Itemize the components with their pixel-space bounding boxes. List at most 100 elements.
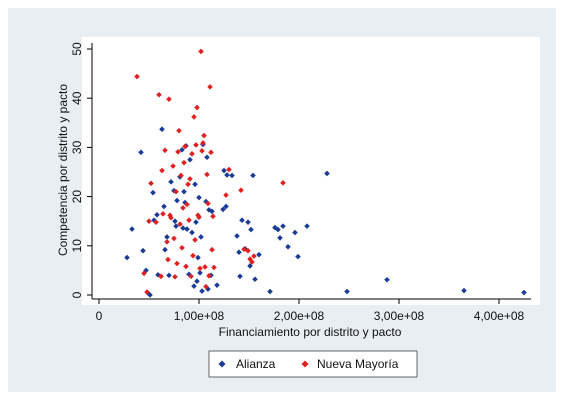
data-point-alianza bbox=[166, 272, 172, 279]
legend-label-alianza: Alianza bbox=[236, 357, 276, 371]
data-point-alianza bbox=[196, 194, 202, 201]
data-point-nueva-mayor-a bbox=[280, 180, 286, 186]
data-point-nueva-mayor-a bbox=[202, 264, 208, 270]
data-point-alianza bbox=[252, 276, 258, 283]
data-point-nueva-mayor-a bbox=[185, 181, 191, 188]
data-point-alianza bbox=[184, 226, 190, 232]
data-point-alianza bbox=[267, 288, 273, 295]
data-point-nueva-mayor-a bbox=[159, 167, 165, 174]
x-axis-ticks: 0 1,00e+08 2,00e+08 3,00e+08 4,00e+08 bbox=[96, 299, 525, 323]
data-point-alianza bbox=[195, 254, 201, 261]
data-point-alianza bbox=[197, 270, 203, 276]
data-point-nueva-mayor-a bbox=[189, 150, 195, 157]
data-point-alianza bbox=[187, 156, 193, 163]
data-point-alianza bbox=[239, 217, 245, 224]
data-point-alianza bbox=[143, 267, 149, 274]
x-tick-label: 0 bbox=[96, 309, 103, 323]
y-tick-label: 0 bbox=[70, 291, 84, 298]
data-point-alianza bbox=[384, 276, 390, 283]
data-point-alianza bbox=[236, 249, 242, 255]
legend: Alianza Nueva Mayoría bbox=[208, 350, 418, 378]
data-point-alianza bbox=[150, 189, 156, 196]
data-point-alianza bbox=[292, 229, 298, 236]
data-point-alianza bbox=[173, 223, 179, 229]
data-point-alianza bbox=[191, 283, 197, 289]
y-tick-label: 50 bbox=[70, 42, 84, 56]
data-point-alianza bbox=[172, 218, 178, 224]
data-point-nueva-mayor-a bbox=[203, 283, 209, 290]
data-point-alianza bbox=[275, 226, 281, 233]
y-axis-ticks: 0 10 20 30 40 50 bbox=[70, 42, 92, 298]
y-axis-title: Competencia por distrito y pacto bbox=[56, 84, 70, 256]
data-point-alianza bbox=[220, 206, 226, 213]
data-point-nueva-mayor-a bbox=[144, 289, 150, 295]
data-point-nueva-mayor-a bbox=[245, 247, 251, 254]
data-point-alianza bbox=[179, 147, 185, 153]
y-tick-label: 20 bbox=[70, 190, 84, 204]
data-point-alianza bbox=[248, 226, 254, 233]
data-point-alianza bbox=[344, 288, 350, 295]
x-tick-label: 3,00e+08 bbox=[374, 309, 425, 323]
data-point-nueva-mayor-a bbox=[251, 253, 257, 259]
data-point-nueva-mayor-a bbox=[162, 147, 168, 154]
data-point-alianza bbox=[189, 229, 195, 236]
data-point-alianza bbox=[198, 234, 204, 240]
data-point-nueva-mayor-a bbox=[205, 200, 211, 207]
data-point-alianza bbox=[164, 234, 170, 240]
data-point-alianza bbox=[181, 188, 187, 195]
data-point-alianza bbox=[223, 203, 229, 210]
legend-marker-alianza bbox=[218, 360, 226, 368]
data-point-alianza bbox=[180, 225, 186, 231]
data-point-nueva-mayor-a bbox=[134, 73, 140, 80]
data-point-nueva-mayor-a bbox=[186, 217, 192, 224]
data-point-alianza bbox=[214, 282, 220, 288]
data-point-nueva-mayor-a bbox=[210, 213, 216, 220]
data-point-nueva-mayor-a bbox=[180, 205, 186, 211]
data-point-nueva-mayor-a bbox=[146, 218, 152, 224]
data-point-nueva-mayor-a bbox=[170, 163, 176, 169]
data-point-nueva-mayor-a bbox=[187, 176, 193, 182]
y-tick-label: 40 bbox=[70, 91, 84, 105]
legend-label-nueva-mayoria: Nueva Mayoría bbox=[317, 357, 399, 371]
x-axis-title: Financiamiento por distrito y pacto bbox=[219, 325, 402, 339]
data-point-nueva-mayor-a bbox=[173, 188, 179, 195]
legend-box bbox=[208, 350, 418, 378]
data-point-alianza bbox=[521, 289, 527, 296]
data-point-nueva-mayor-a bbox=[141, 270, 147, 277]
data-point-alianza bbox=[192, 181, 198, 188]
data-point-alianza bbox=[304, 223, 310, 229]
data-point-alianza bbox=[461, 287, 467, 294]
data-point-alianza bbox=[221, 167, 227, 174]
data-point-alianza bbox=[162, 246, 168, 253]
data-point-alianza bbox=[250, 172, 256, 179]
data-point-alianza bbox=[159, 126, 165, 132]
data-point-nueva-mayor-a bbox=[198, 48, 204, 55]
data-point-alianza bbox=[168, 179, 174, 185]
y-tick-label: 10 bbox=[70, 239, 84, 253]
data-point-alianza bbox=[209, 208, 215, 215]
data-point-alianza bbox=[140, 247, 146, 254]
data-point-nueva-mayor-a bbox=[166, 96, 172, 102]
data-point-alianza bbox=[224, 172, 230, 178]
data-point-alianza bbox=[138, 149, 144, 156]
data-point-alianza bbox=[205, 286, 211, 292]
data-point-alianza bbox=[194, 278, 200, 285]
data-point-nueva-mayor-a bbox=[209, 246, 215, 253]
data-point-alianza bbox=[272, 224, 278, 231]
data-point-alianza bbox=[161, 203, 167, 210]
data-point-nueva-mayor-a bbox=[192, 237, 198, 243]
x-tick-label: 2,00e+08 bbox=[274, 309, 325, 323]
data-point-nueva-mayor-a bbox=[182, 143, 188, 150]
data-point-nueva-mayor-a bbox=[176, 127, 182, 134]
data-point-nueva-mayor-a bbox=[191, 114, 197, 120]
data-point-alianza bbox=[234, 233, 240, 239]
data-point-alianza bbox=[285, 243, 291, 250]
data-point-nueva-mayor-a bbox=[165, 256, 171, 263]
data-point-nueva-mayor-a bbox=[226, 166, 232, 173]
data-point-alianza bbox=[124, 254, 130, 261]
data-point-nueva-mayor-a bbox=[207, 84, 213, 90]
data-point-nueva-mayor-a bbox=[178, 172, 184, 179]
data-point-nueva-mayor-a bbox=[197, 265, 203, 272]
data-point-alianza bbox=[280, 223, 286, 229]
